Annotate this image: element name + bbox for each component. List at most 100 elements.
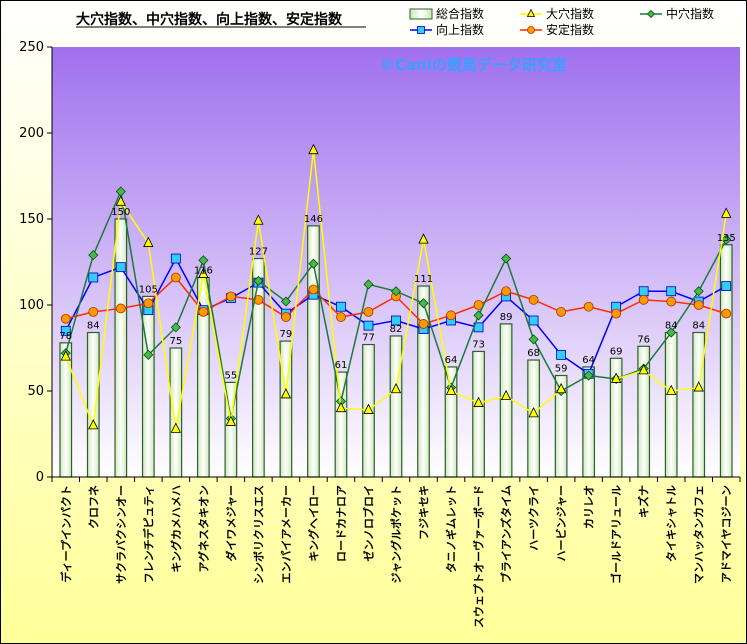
legend-item: 中穴指数 [640, 6, 714, 21]
series-circle [60, 272, 732, 329]
data-point [638, 363, 649, 375]
data-point [60, 313, 71, 324]
bar-value-label: 84 [87, 321, 100, 332]
data-point [88, 419, 99, 430]
data-point [363, 279, 374, 290]
x-tick-label: フジキセキ [418, 485, 431, 540]
legend-label: 大穴指数 [546, 6, 594, 21]
bar-value-label: 55 [225, 370, 238, 381]
data-point [170, 272, 181, 283]
bar [664, 331, 678, 478]
data-point [115, 195, 126, 206]
data-point [391, 315, 401, 326]
data-point [280, 296, 291, 307]
x-axis-ticks: ディープインパクト クロフネ サクラバクシンオー フレンチデピュティ キングカメハメハア… [51, 477, 741, 628]
data-point [501, 253, 512, 264]
data-point [721, 207, 732, 218]
data-point [253, 275, 264, 286]
bar-value-label: 150 [111, 207, 130, 218]
bar-value-label: 79 [280, 329, 293, 340]
bar-value-label: 61 [335, 360, 348, 371]
x-tick-label: ディープインパクト [59, 485, 73, 583]
bar-value-label: 84 [665, 321, 678, 332]
bar [389, 335, 403, 478]
data-point [60, 350, 71, 361]
bar-value-label: 105 [139, 284, 158, 295]
x-tick-label: ロードカナロア [335, 485, 348, 562]
data-point [500, 389, 512, 401]
bar [692, 331, 706, 478]
data-point [638, 286, 649, 297]
y-tick-label: 200 [19, 126, 44, 141]
bar-value-label: 135 [717, 233, 736, 244]
data-point [418, 233, 429, 244]
data-point [583, 370, 594, 381]
bar-value-label: 64 [582, 355, 595, 366]
x-tick-label: スウェプトオーヴァーボード [472, 485, 486, 628]
x-tick-label: キズナ [637, 485, 651, 518]
x-tick-label: キングカメハメハ [169, 485, 183, 573]
data-point [170, 253, 181, 264]
bar-value-label: 111 [414, 274, 433, 285]
x-tick-label: ゼンノロブロイ [361, 485, 375, 561]
data-point [143, 298, 154, 309]
bar-value-label: 116 [194, 265, 213, 276]
y-tick-label: 50 [27, 384, 44, 399]
data-point [556, 349, 567, 360]
data-point [363, 306, 374, 317]
data-point [281, 312, 291, 322]
y-tick-label: 250 [19, 40, 44, 55]
data-point [666, 384, 677, 395]
data-point [721, 234, 732, 245]
y-tick-label: 100 [19, 298, 44, 313]
data-point [638, 294, 649, 305]
bar [59, 342, 73, 478]
data-point [336, 301, 346, 312]
data-point [198, 306, 209, 317]
x-tick-label: キングヘイロー [306, 485, 320, 562]
data-point [308, 143, 319, 155]
bar [86, 331, 100, 478]
x-tick-label: マンハッタンカフェ [693, 485, 706, 584]
data-point [308, 284, 319, 295]
series-triangle [60, 143, 732, 433]
data-point [115, 303, 126, 314]
x-tick-label: クロフネ [87, 485, 100, 529]
data-point [473, 396, 484, 407]
bar-series [59, 218, 733, 478]
bar [141, 295, 155, 478]
data-point [693, 300, 704, 310]
data-point [528, 406, 539, 418]
data-point [60, 325, 71, 336]
data-point [115, 262, 126, 273]
data-point [88, 250, 99, 261]
data-point [583, 301, 594, 312]
bar-value-label: 59 [555, 364, 568, 375]
data-point [253, 214, 264, 225]
x-tick-label: カリレオ [583, 485, 596, 529]
data-point [390, 382, 402, 394]
legend-label: 安定指数 [546, 22, 594, 37]
data-point [363, 320, 374, 331]
bar [499, 323, 513, 478]
x-tick-label: ブライアンズタイム [499, 485, 513, 583]
data-point [336, 312, 346, 322]
bar [527, 359, 540, 478]
data-point [335, 401, 347, 413]
data-point [88, 272, 99, 283]
data-point [445, 384, 457, 395]
data-point [198, 255, 209, 266]
bar [114, 218, 128, 478]
x-tick-label: アグネスタキオン [196, 485, 210, 572]
data-point [198, 267, 209, 278]
data-point [693, 286, 704, 297]
bar-value-label: 82 [390, 324, 403, 335]
x-tick-label: エンパイアメーカー [280, 485, 293, 583]
data-point [555, 382, 567, 394]
legend-item: 総合指数 [409, 6, 484, 21]
legend-marker [527, 26, 535, 34]
data-point [666, 327, 677, 338]
x-tick-label: タニノギムレット [444, 485, 458, 573]
